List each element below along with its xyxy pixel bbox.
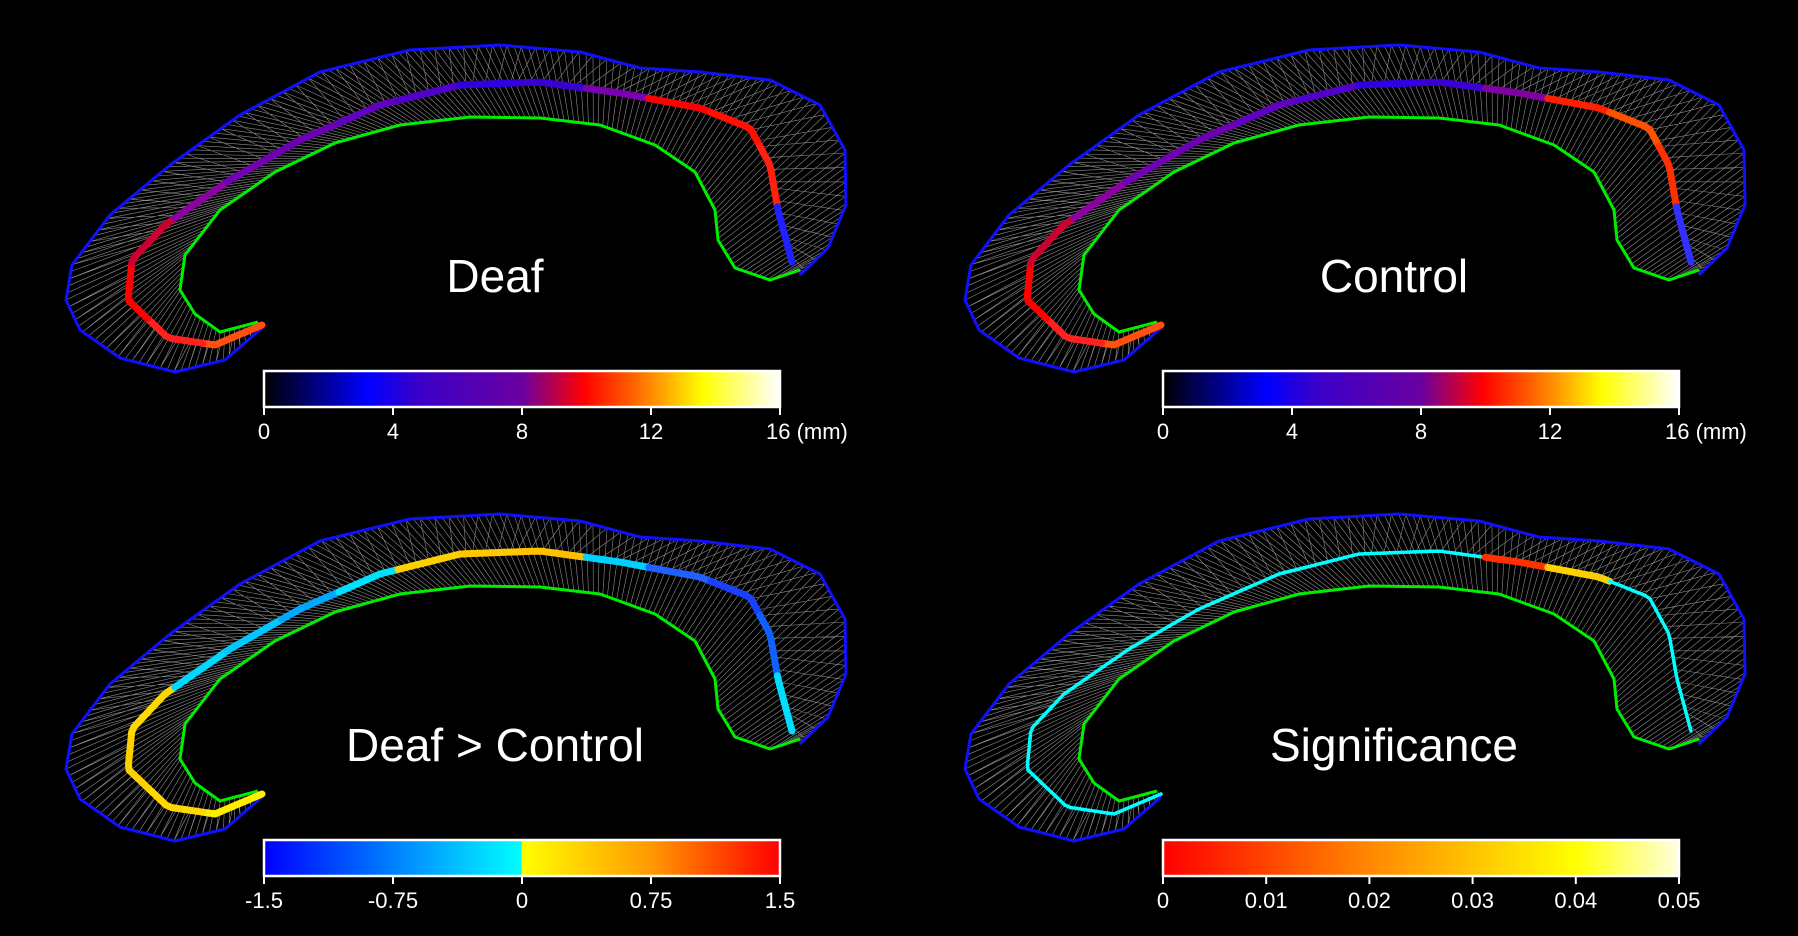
- callosum-shape: [963, 43, 1747, 374]
- inner-contour: [178, 584, 801, 803]
- colorbar-tick-label: 4: [387, 419, 399, 444]
- colorbar-tick-label: -0.75: [368, 888, 418, 913]
- medial-segment: [786, 721, 796, 735]
- inner-contour: [1077, 584, 1700, 803]
- medial-curve: [1025, 549, 1693, 816]
- colorbar-tick-label: 0.04: [1554, 888, 1597, 913]
- colorbar-tick-label: -1.5: [245, 888, 283, 913]
- callosum-shape: [963, 512, 1747, 843]
- colorbar-tick-label: 8: [1415, 419, 1427, 444]
- colorbar-gradient: [262, 369, 782, 409]
- colorbar: 0 0.01 0.02 0.03 0.04 0.05: [1157, 838, 1701, 913]
- colorbar-gradient: [1161, 838, 1681, 878]
- panel-title: Significance: [1270, 719, 1518, 771]
- colorbar-tick-label: 16 (mm): [1665, 419, 1747, 444]
- colorbar: 0 4 8 12 16 (mm): [1157, 369, 1747, 444]
- colorbar: 0 4 8 12 16 (mm): [258, 369, 848, 444]
- medial-curve: [125, 78, 796, 349]
- callosum-shape: [64, 43, 848, 374]
- colorbar-tick-label: 0.05: [1658, 888, 1701, 913]
- colorbar-tick-label: 0.01: [1245, 888, 1288, 913]
- panel-deaf-gt-control: Deaf > Control -1.5 -0.75 0 0.75 1.5: [64, 512, 848, 913]
- panel-control: Control 0 4 8 12 16 (mm): [963, 43, 1747, 444]
- colorbar-tick-label: 0.02: [1348, 888, 1391, 913]
- outer-contour: [64, 512, 848, 843]
- colorbar-tick-label: 0: [258, 419, 270, 444]
- outer-contour: [963, 512, 1747, 843]
- colorbar-tick-label: 0.75: [630, 888, 673, 913]
- colorbar-gradient: [1161, 369, 1681, 409]
- callosum-shape: [64, 512, 848, 843]
- colorbar-tick-label: 12: [639, 419, 663, 444]
- panel-title: Deaf: [446, 250, 543, 302]
- inner-contour: [178, 115, 801, 334]
- panel-deaf: Deaf 0 4 8 12 16 (mm): [64, 43, 848, 444]
- colorbar-tick-label: 0.03: [1451, 888, 1494, 913]
- colorbar-tick-label: 0: [1157, 888, 1169, 913]
- medial-segment: [1685, 252, 1695, 266]
- colorbar-tick-label: 4: [1286, 419, 1298, 444]
- colorbar-tick-label: 0: [516, 888, 528, 913]
- outer-contour: [64, 43, 848, 374]
- medial-segment: [1687, 723, 1693, 733]
- panel-title: Deaf > Control: [346, 719, 644, 771]
- outer-contour: [963, 43, 1747, 374]
- colorbar-tick-label: 16 (mm): [766, 419, 848, 444]
- colorbar-tick-label: 1.5: [765, 888, 796, 913]
- colorbar-tick-label: 0: [1157, 419, 1169, 444]
- colorbar-tick-label: 12: [1538, 419, 1562, 444]
- panel-significance: Significance 0 0.01 0.02 0.03 0.04 0.05: [963, 512, 1747, 913]
- colorbar-tick-label: 8: [516, 419, 528, 444]
- medial-segment: [786, 252, 796, 266]
- medial-curve: [125, 547, 796, 818]
- colorbar: -1.5 -0.75 0 0.75 1.5: [245, 838, 796, 913]
- colorbar-gradient: [262, 838, 782, 878]
- medial-curve: [1024, 78, 1695, 349]
- panel-title: Control: [1320, 250, 1468, 302]
- inner-contour: [1077, 115, 1700, 334]
